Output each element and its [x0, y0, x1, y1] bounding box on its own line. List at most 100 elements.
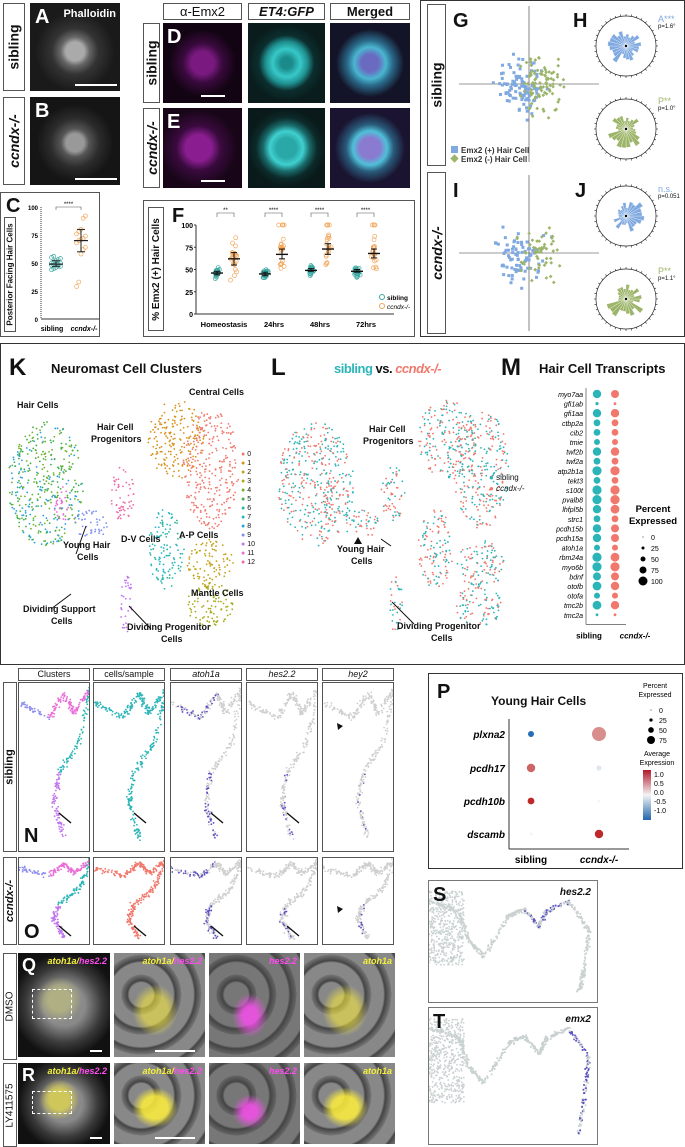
umap-cell: [298, 496, 301, 499]
umap-cell: [423, 519, 425, 522]
emx2-positive-point: [525, 74, 529, 78]
umap-cell: [338, 505, 340, 508]
umap-cell: [441, 433, 444, 435]
umap-cell: [24, 517, 27, 520]
emx2-positive-point: [516, 257, 520, 261]
umap-cell: [423, 570, 426, 573]
cluster-color-icon: ●: [241, 514, 248, 521]
size-legend-dot: [639, 566, 647, 574]
emx2-positive-point: [514, 252, 518, 256]
cell-dot: [155, 740, 158, 743]
umap-cell: [180, 418, 183, 421]
umap-cell: [124, 597, 127, 600]
umap-cell: [489, 559, 492, 562]
umap-cell: [464, 556, 466, 558]
umap-cell: [481, 522, 483, 525]
umap-cell: [477, 604, 480, 607]
umap-cell: [314, 445, 317, 448]
umap-cell: [148, 545, 151, 548]
umap-cell: [164, 572, 166, 574]
umap-cell: [227, 438, 230, 441]
umap-cell: [286, 471, 289, 474]
umap-cell: [333, 511, 336, 513]
emx2-positive-point: [522, 102, 526, 106]
umap-cell: [298, 436, 301, 438]
cell-dot: [316, 687, 317, 689]
cell-dot: [217, 763, 220, 766]
umap-cell: [186, 461, 188, 463]
cell-dot: [89, 693, 90, 695]
umap-cell: [50, 463, 52, 466]
umap-cell: [476, 553, 479, 556]
umap-cell: [278, 488, 281, 491]
umap-cell: [303, 474, 306, 477]
cell-dot: [175, 705, 178, 708]
umap-cell: [446, 470, 449, 473]
umap-cell: [90, 532, 92, 535]
umap-cell: [64, 518, 67, 521]
cell-dot: [130, 808, 132, 811]
emx2-positive-point: [523, 87, 527, 91]
cell-dot: [233, 698, 235, 701]
emx2-positive-point: [545, 87, 549, 91]
cell-dot: [220, 755, 223, 758]
umap-cell: [342, 450, 345, 453]
umap-cell: [198, 476, 201, 479]
umap-cell: [298, 462, 301, 465]
size-legend-dot: [638, 576, 648, 586]
umap-cell: [337, 497, 340, 500]
umap-cell: [448, 409, 451, 412]
umap-cell: [24, 509, 27, 512]
cell-dot: [154, 729, 157, 732]
umap-cell: [483, 561, 486, 564]
umap-cell: [489, 431, 491, 434]
umap-cell: [149, 552, 151, 554]
umap-cell: [501, 481, 504, 484]
umap-cell: [40, 543, 43, 546]
umap-cell: [73, 497, 76, 500]
umap-cell: [220, 503, 223, 506]
polar-tick: [651, 29, 654, 32]
cell-dot: [88, 696, 89, 698]
cell-dot: [156, 700, 159, 703]
umap-cell: [476, 494, 479, 496]
umap-cell: [427, 577, 429, 580]
column-header-1: cells/sample: [93, 668, 165, 681]
umap-cell: [224, 566, 226, 568]
cell-dot: [155, 698, 158, 701]
cell-dot: [282, 805, 285, 808]
cell-dot: [292, 699, 295, 701]
umap-cell: [327, 448, 329, 450]
umap-cell: [152, 445, 155, 448]
umap-cell: [73, 517, 76, 520]
cell-dot: [115, 711, 118, 714]
cluster-legend-label: 9: [247, 532, 252, 539]
polar-tick: [614, 98, 617, 101]
umap-cell: [445, 399, 448, 402]
emx2-positive-point: [515, 263, 519, 267]
umap-cell: [207, 487, 210, 490]
umap-cell: [60, 526, 63, 529]
umap-cell: [499, 497, 502, 500]
umap-cell: [44, 458, 47, 461]
cell-dot: [149, 744, 152, 747]
umap-cell: [182, 461, 185, 464]
umap-cell: [338, 512, 341, 515]
cell-dot: [124, 711, 127, 714]
cell-dot: [56, 781, 58, 784]
umap-cell: [64, 515, 67, 518]
polar-tick: [654, 34, 657, 37]
umap-cell: [150, 420, 153, 423]
data-point: [49, 260, 54, 266]
umap-cell: [41, 486, 44, 489]
cell-dot: [134, 833, 137, 835]
cell-dot: [71, 750, 74, 753]
umap-cell: [498, 570, 501, 573]
umap-cell: [325, 508, 328, 511]
y-tick-label: 25: [31, 290, 38, 296]
umap-cell: [117, 486, 120, 489]
umap-cell: [308, 455, 310, 458]
umap-cell: [204, 554, 207, 557]
significance-label: ****: [269, 208, 279, 214]
cell-dot: [134, 771, 136, 773]
